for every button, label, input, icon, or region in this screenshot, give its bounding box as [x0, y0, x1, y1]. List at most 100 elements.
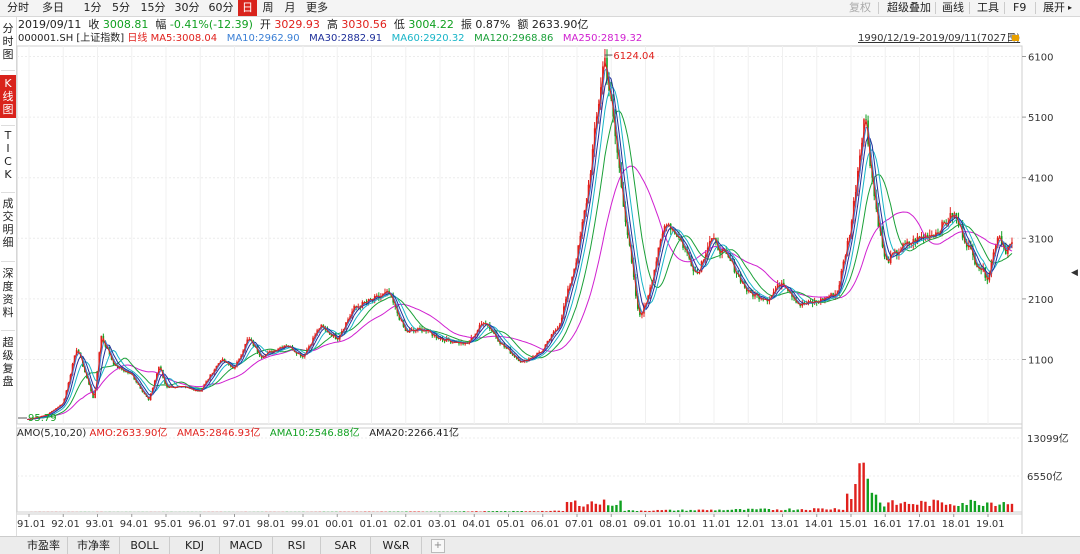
- x-tick-label: 12.01: [736, 519, 765, 530]
- volume-bar: [998, 505, 1000, 512]
- volume-bar: [607, 505, 609, 512]
- x-tick-label: 94.01: [120, 519, 149, 530]
- volume-bar: [619, 501, 621, 512]
- volume-bar: [648, 511, 650, 512]
- volume-bar: [797, 510, 799, 512]
- volume-bar: [570, 502, 572, 512]
- volume-bar: [994, 506, 996, 512]
- volume-bar: [475, 511, 477, 512]
- tab-pe-ratio[interactable]: 市盈率: [20, 537, 68, 554]
- amo-value: AMO:2633.90亿: [90, 428, 168, 439]
- volume-bar: [850, 499, 852, 512]
- volume-bar: [941, 502, 943, 512]
- x-tick-label: 14.01: [805, 519, 834, 530]
- volume-bar: [949, 504, 951, 512]
- volume-bar: [553, 511, 555, 512]
- volume-bar: [632, 510, 634, 512]
- candlestick-group: [29, 49, 1013, 420]
- volume-bar: [665, 510, 667, 512]
- x-tick-label: 05.01: [497, 519, 526, 530]
- tab-wr[interactable]: W&R: [371, 537, 422, 554]
- x-tick-label: 19.01: [976, 519, 1005, 530]
- volume-bar: [755, 509, 757, 512]
- volume-bar: [920, 501, 922, 512]
- volume-bar: [529, 511, 531, 512]
- volume-bar: [508, 511, 510, 512]
- volume-bar: [768, 509, 770, 512]
- volume-bar: [978, 505, 980, 512]
- volume-bar: [982, 506, 984, 512]
- x-tick-label: 91.01: [17, 519, 46, 530]
- volume-bar: [784, 510, 786, 512]
- volume-bar: [990, 503, 992, 512]
- volume-bar: [875, 495, 877, 512]
- volume-bar: [887, 502, 889, 512]
- tab-pb-ratio[interactable]: 市净率: [68, 537, 120, 554]
- volume-bar: [895, 505, 897, 512]
- volume-bar: [520, 511, 522, 512]
- volume-bar: [871, 493, 873, 512]
- ama5-value: AMA5:2846.93亿: [177, 428, 260, 439]
- volume-bar: [603, 500, 605, 512]
- volume-bar: [1011, 504, 1013, 512]
- volume-bar: [656, 510, 658, 512]
- volume-bar: [417, 511, 419, 512]
- volume-bar: [829, 510, 831, 512]
- x-tick-label: 97.01: [223, 519, 252, 530]
- tab-kdj[interactable]: KDJ: [170, 537, 220, 554]
- x-tick-label: 08.01: [599, 519, 628, 530]
- volume-bar: [854, 484, 856, 512]
- tab-macd[interactable]: MACD: [220, 537, 273, 554]
- volume-bar: [722, 510, 724, 512]
- x-tick-label: 95.01: [154, 519, 183, 530]
- volume-bar: [685, 511, 687, 512]
- volume-bar: [937, 500, 939, 512]
- volume-bar: [809, 510, 811, 512]
- x-tick-label: 13.01: [771, 519, 800, 530]
- x-tick-label: 16.01: [873, 519, 902, 530]
- volume-bars: [30, 463, 1013, 512]
- x-tick-label: 09.01: [634, 519, 663, 530]
- x-tick-label: 17.01: [908, 519, 937, 530]
- volume-bar: [891, 500, 893, 512]
- tab-rsi[interactable]: RSI: [273, 537, 321, 554]
- volume-bar: [591, 501, 593, 512]
- volume-bar: [541, 511, 543, 512]
- x-tick-label: 15.01: [839, 519, 868, 530]
- add-indicator-icon[interactable]: +: [431, 539, 445, 553]
- volume-bar: [842, 510, 844, 512]
- volume-bar: [566, 502, 568, 512]
- volume-bar: [883, 506, 885, 512]
- x-tick-label: 11.01: [702, 519, 731, 530]
- volume-bar: [525, 511, 527, 512]
- price-panel-frame: [17, 46, 1022, 424]
- tab-boll[interactable]: BOLL: [120, 537, 170, 554]
- volume-bar: [488, 511, 490, 512]
- volume-bar: [957, 506, 959, 512]
- y-tick-label: 4100: [1028, 174, 1053, 185]
- volume-bar: [776, 509, 778, 512]
- volume-bar: [545, 511, 547, 512]
- volume-bar: [463, 511, 465, 512]
- tab-sar[interactable]: SAR: [321, 537, 371, 554]
- volume-bar: [801, 509, 803, 512]
- collapse-panel-arrow-icon[interactable]: ◀: [1071, 268, 1078, 278]
- x-tick-label: 92.01: [51, 519, 80, 530]
- volume-bar: [788, 508, 790, 512]
- volume-bar: [916, 505, 918, 512]
- volume-bar: [834, 508, 836, 512]
- x-tick-label: 93.01: [86, 519, 115, 530]
- volume-bar: [867, 479, 869, 512]
- volume-bar: [904, 502, 906, 512]
- volume-bar: [636, 511, 638, 512]
- x-tick-label: 01.01: [360, 519, 389, 530]
- volume-bar: [471, 511, 473, 512]
- volume-bar: [974, 501, 976, 512]
- volume-bar: [578, 506, 580, 512]
- volume-bar: [611, 506, 613, 512]
- volume-bar: [780, 510, 782, 512]
- volume-bar: [821, 508, 823, 512]
- x-tick-label: 07.01: [565, 519, 594, 530]
- volume-bar: [710, 510, 712, 512]
